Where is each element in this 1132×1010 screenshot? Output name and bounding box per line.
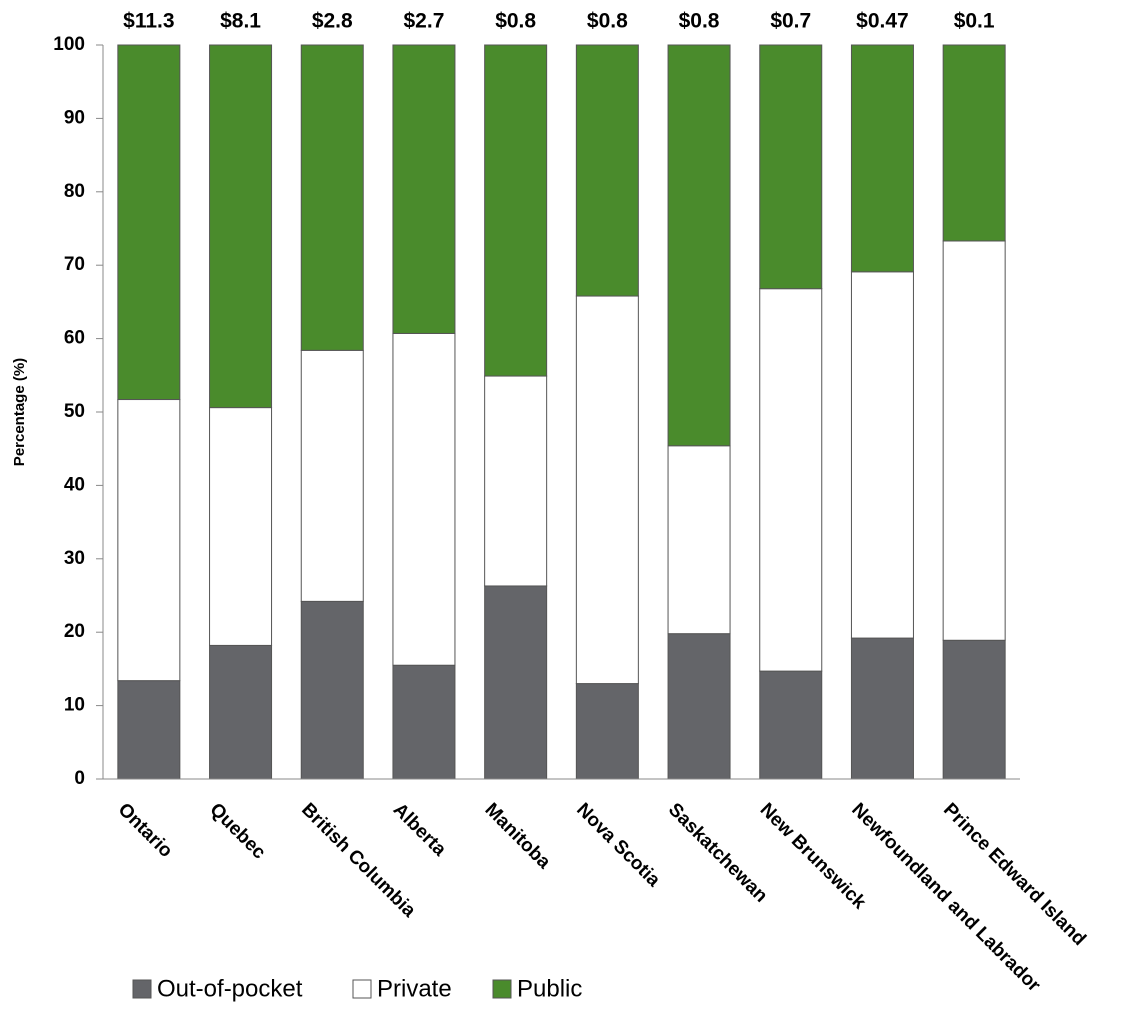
bar-segment [667,44,731,447]
legend-label: Out-of-pocket [157,975,303,1002]
bar-total-label: $2.7 [404,10,445,33]
bar-total-label: $0.8 [679,10,720,33]
bar-segment [392,44,456,334]
bar-segment [484,585,548,780]
bar-total-label: $8.1 [220,10,261,33]
x-tick-label: Ontario [114,799,177,862]
bar-segment [209,44,273,409]
bar-segment [942,44,1006,242]
bar-total-label: $2.8 [312,10,353,33]
bar-segment [392,332,456,666]
bar-segment [850,44,914,273]
x-tick-label: Manitoba [481,799,555,873]
bar-segment [117,680,181,780]
legend-swatch [352,979,372,999]
legend-label: Public [517,975,582,1002]
bar-segment [575,683,639,780]
bar-segment [850,271,914,639]
y-tick-label: 30 [64,548,85,569]
x-tick-label: Quebec [205,799,269,863]
y-tick-label: 100 [53,34,85,55]
bar-segment [209,644,273,780]
legend-swatch [492,979,512,999]
y-tick-label: 90 [64,107,85,128]
legend-label: Private [377,975,452,1002]
bar-total-label: $0.8 [495,10,536,33]
bar-total-label: $0.1 [954,10,995,33]
x-tick-label: Newfoundland and Labrador [847,799,1044,996]
bar-segment [667,633,731,780]
bar-segment [484,44,548,377]
bar-total-label: $0.47 [856,10,909,33]
bar-segment [759,44,823,290]
y-axis-label: Percentage (%) [11,358,28,466]
bar-segment [117,44,181,401]
y-tick-label: 40 [64,474,85,495]
bar-segment [667,445,731,635]
bar-segment [300,600,364,780]
bar-segment [942,639,1006,780]
bar-segment [117,399,181,682]
x-tick-label: Nova Scotia [572,799,664,891]
bar-segment [759,670,823,780]
y-tick-label: 70 [64,254,85,275]
bar-total-label: $0.7 [770,10,811,33]
bar-total-label: $0.8 [587,10,628,33]
y-tick-label: 50 [64,401,85,422]
bar-segment [850,637,914,780]
x-tick-label: Saskatchewan [664,799,771,906]
y-tick-label: 0 [74,768,85,789]
bar-segment [759,288,823,672]
bar-segment [484,375,548,587]
bar-total-label: $11.3 [123,10,174,33]
legend-swatch [132,979,152,999]
bar-segment [575,44,639,297]
bar-segment [300,349,364,602]
bar-segment [392,664,456,780]
y-tick-label: 80 [64,181,85,202]
bar-segment [209,407,273,646]
x-tick-label: Alberta [389,799,450,860]
y-tick-label: 20 [64,621,85,642]
y-tick-label: 10 [64,695,85,716]
bar-segment [942,240,1006,641]
bar-segment [300,44,364,351]
bar-segment [575,295,639,685]
y-tick-label: 60 [64,328,85,349]
